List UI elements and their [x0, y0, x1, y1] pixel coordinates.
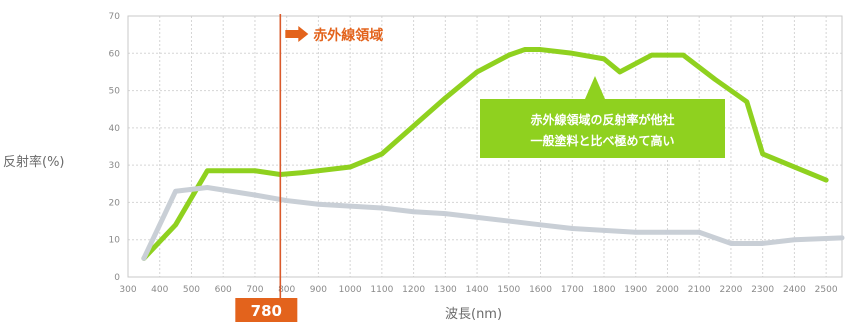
series-point — [760, 151, 765, 156]
series-point — [697, 230, 702, 235]
reflectance-callout-line-2: 一般塗料と比べ極めて高い — [530, 133, 674, 148]
x-tick-label: 1800 — [593, 285, 616, 295]
x-tick-label: 700 — [246, 285, 263, 295]
series-point — [348, 204, 353, 209]
infrared-region-label: 赤外線領域 — [313, 27, 383, 44]
series-point — [252, 192, 257, 197]
series-point — [173, 222, 178, 227]
x-tick-label: 300 — [119, 285, 136, 295]
series-point — [601, 228, 606, 233]
x-tick-label: 600 — [215, 285, 232, 295]
series-point — [824, 177, 829, 182]
series-point — [205, 185, 210, 190]
y-tick-label: 50 — [109, 87, 121, 97]
y-axis-title: 反射率(%) — [3, 154, 65, 170]
x-tick-label: 1400 — [466, 285, 489, 295]
y-tick-label: 0 — [114, 273, 120, 283]
series-point — [570, 226, 575, 231]
series-point — [617, 69, 622, 74]
marker-780-badge — [235, 298, 298, 322]
series-point — [538, 47, 543, 52]
series-point — [792, 237, 797, 242]
y-tick-label: 20 — [109, 198, 121, 208]
arrow-right-icon — [285, 26, 309, 42]
series-point — [839, 235, 844, 240]
x-tick-label: 800 — [278, 285, 295, 295]
reflectance-callout-line-1: 赤外線領域の反射率が他社 — [530, 112, 674, 127]
series-point — [506, 53, 511, 58]
x-tick-label: 1600 — [529, 285, 552, 295]
y-tick-label: 60 — [109, 49, 121, 59]
x-tick-label: 1100 — [370, 285, 393, 295]
series-point — [474, 215, 479, 220]
series-line-1 — [141, 185, 845, 261]
series-point — [570, 51, 575, 56]
x-tick-label: 1000 — [339, 285, 362, 295]
x-tick-label: 1900 — [624, 285, 647, 295]
x-tick-label: 2000 — [656, 285, 679, 295]
series-point — [411, 209, 416, 214]
series-point — [443, 95, 448, 100]
series-point — [316, 202, 321, 207]
series-point — [601, 56, 606, 61]
series-point — [506, 218, 511, 223]
series-point — [665, 230, 670, 235]
x-tick-label: 1200 — [402, 285, 425, 295]
x-tick-label: 2500 — [815, 285, 838, 295]
series-point — [379, 205, 384, 210]
series-point — [649, 53, 654, 58]
plot-border — [127, 15, 843, 278]
y-tick-label: 70 — [109, 12, 121, 22]
series-point — [474, 69, 479, 74]
x-tick-label: 1500 — [497, 285, 520, 295]
series-point — [712, 77, 717, 82]
x-tick-label: 1700 — [561, 285, 584, 295]
x-axis-title: 波長(nm) — [445, 307, 502, 322]
marker-780-label: 780 — [251, 302, 282, 320]
x-tick-label: 900 — [310, 285, 327, 295]
x-tick-label: 2100 — [688, 285, 711, 295]
series-point — [141, 256, 146, 261]
series-point — [728, 241, 733, 246]
series-point — [522, 47, 527, 52]
y-tick-label: 40 — [109, 124, 121, 134]
series-point — [443, 211, 448, 216]
y-tick-label: 30 — [109, 161, 121, 171]
x-tick-label: 500 — [183, 285, 200, 295]
series-point — [252, 168, 257, 173]
series-line-0 — [141, 47, 829, 261]
series-point — [205, 168, 210, 173]
series-point — [173, 189, 178, 194]
series-point — [744, 99, 749, 104]
axis-layer: 300 400 500 600 700 800 900 1000 1100 1200 1300 140… — [109, 12, 838, 295]
x-tick-label: 2400 — [783, 285, 806, 295]
reflectance-callout-box — [480, 76, 725, 158]
x-tick-label: 1300 — [434, 285, 457, 295]
series-layer — [141, 47, 845, 261]
series-point — [284, 198, 289, 203]
series-point — [681, 53, 686, 58]
series-point — [300, 170, 305, 175]
y-tick-label: 10 — [109, 236, 121, 246]
series-point — [633, 230, 638, 235]
x-tick-label: 400 — [151, 285, 168, 295]
series-point — [760, 241, 765, 246]
series-point — [538, 222, 543, 227]
x-tick-label: 2200 — [719, 285, 742, 295]
series-point — [348, 164, 353, 169]
series-point — [379, 151, 384, 156]
x-tick-label: 2300 — [751, 285, 774, 295]
